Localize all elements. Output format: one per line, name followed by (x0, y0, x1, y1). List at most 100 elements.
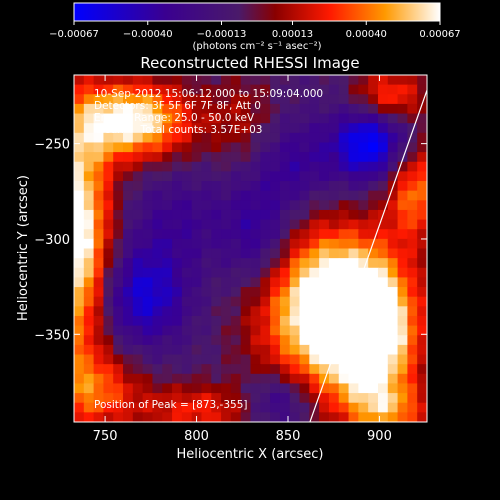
heatmap-cell (279, 267, 291, 279)
heatmap-cell (172, 335, 183, 346)
heatmap-cell (201, 354, 212, 365)
heatmap-cell (407, 229, 418, 240)
heatmap-cell (142, 219, 154, 230)
heatmap-cell (309, 132, 320, 144)
heatmap-cell (338, 315, 350, 327)
heatmap-cell (132, 315, 144, 327)
heatmap-cell (319, 412, 330, 422)
heatmap-cell (74, 84, 85, 95)
heatmap-cell (250, 344, 261, 356)
heatmap-cell (338, 412, 350, 422)
heatmap-cell (348, 335, 359, 346)
heatmap-cell (83, 306, 95, 317)
heatmap-cell (230, 94, 242, 105)
heatmap-cell (93, 190, 105, 201)
heatmap-cell (309, 219, 320, 230)
heatmap-cell (270, 94, 281, 105)
heatmap-cell (123, 84, 134, 95)
heatmap-cell (397, 113, 408, 124)
heatmap-cell (387, 393, 399, 404)
heatmap-cell (338, 402, 350, 413)
heatmap-cell (250, 75, 261, 86)
heatmap-cell (221, 142, 232, 153)
heatmap-cell (289, 296, 301, 307)
heatmap-cell (348, 383, 359, 394)
heatmap-cell (132, 277, 144, 288)
heatmap-cell (387, 113, 399, 124)
heatmap-cell (358, 296, 369, 307)
heatmap-cell (270, 200, 281, 211)
heatmap-cell (181, 132, 193, 144)
heatmap-cell (74, 190, 85, 201)
heatmap-cell (74, 132, 85, 144)
heatmap-cell (377, 161, 389, 172)
heatmap-cell (162, 306, 173, 317)
heatmap-cell (270, 123, 281, 134)
heatmap-cell (358, 315, 369, 327)
heatmap-cell (377, 373, 389, 385)
heatmap-cell (289, 229, 301, 240)
heatmap-cell (368, 383, 379, 394)
heatmap-cell (338, 258, 350, 269)
heatmap-cell (172, 258, 183, 269)
heatmap-cell (279, 161, 291, 172)
heatmap-cell (93, 200, 105, 211)
heatmap-cell (299, 296, 310, 307)
heatmap-cell (172, 123, 183, 134)
heatmap-cell (93, 94, 105, 105)
heatmap-cell (377, 306, 389, 317)
heatmap-cell (417, 373, 427, 385)
heatmap-cell (368, 113, 379, 124)
heatmap-cell (358, 402, 369, 413)
heatmap-cell (250, 238, 261, 250)
heatmap-cell (338, 123, 350, 134)
heatmap-cell (358, 113, 369, 124)
heatmap-cell (201, 161, 212, 172)
heatmap-cell (113, 123, 124, 134)
heatmap-cell (142, 402, 154, 413)
heatmap-cell (103, 364, 114, 375)
heatmap-cell (230, 267, 242, 279)
heatmap-cell (299, 344, 310, 356)
heatmap-cell (299, 277, 310, 288)
heatmap-cell (181, 364, 193, 375)
heatmap-cell (240, 248, 252, 259)
heatmap-cell (240, 373, 252, 385)
heatmap-cell (299, 373, 310, 385)
heatmap-cell (270, 181, 281, 192)
heatmap-cell (338, 171, 350, 182)
heatmap-cell (211, 84, 222, 95)
heatmap-cell (348, 132, 359, 144)
heatmap-cell (319, 277, 330, 288)
heatmap-cell (93, 229, 105, 240)
heatmap-cell (211, 315, 222, 327)
heatmap-cell (328, 142, 340, 153)
heatmap-cell (191, 84, 203, 95)
heatmap-cell (407, 132, 418, 144)
heatmap-cell (260, 325, 271, 336)
heatmap-cell (211, 181, 222, 192)
heatmap-cell (123, 364, 134, 375)
heatmap-cell (397, 181, 408, 192)
heatmap-cell (328, 393, 340, 404)
heatmap-cell (387, 190, 399, 201)
heatmap-cell (113, 383, 124, 394)
heatmap-cell (407, 75, 418, 86)
heatmap-cell (407, 161, 418, 172)
heatmap-cell (407, 373, 418, 385)
heatmap-cell (368, 315, 379, 327)
heatmap-cell (74, 161, 85, 172)
heatmap-cell (162, 103, 173, 115)
heatmap-cell (260, 258, 271, 269)
heatmap-cell (358, 393, 369, 404)
heatmap-cell (152, 277, 163, 288)
heatmap-cell (289, 412, 301, 422)
heatmap-cell (240, 238, 252, 250)
heatmap-cell (230, 171, 242, 182)
heatmap-cell (201, 229, 212, 240)
heatmap-cell (319, 75, 330, 86)
heatmap-cell (289, 84, 301, 95)
heatmap-cell (299, 219, 310, 230)
heatmap-cell (162, 123, 173, 134)
heatmap-cell (299, 267, 310, 279)
